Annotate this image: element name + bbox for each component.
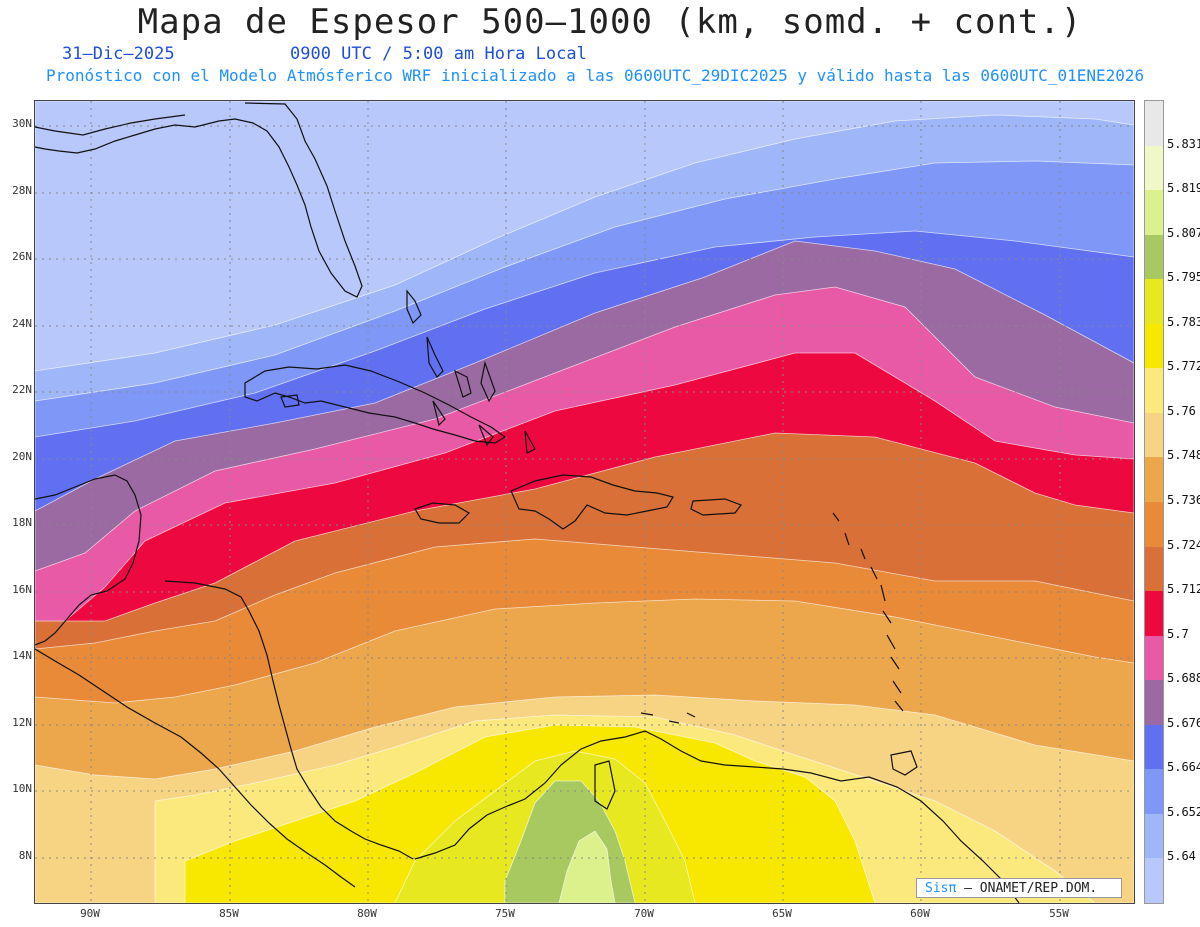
legend-bin [1145,858,1163,904]
coastlines [35,102,1020,903]
credit-box: Sisπ – ONAMET/REP.DOM. [916,878,1122,898]
legend-label: 5.736 [1167,493,1200,507]
lat-label-14N: 14N [12,649,32,662]
lat-label-16N: 16N [12,583,32,596]
legend-label: 5.676 [1167,715,1200,730]
legend-label: 5.807 [1167,225,1200,240]
legend-bin [1145,635,1163,681]
thickness-map [34,100,1135,904]
trinidad [890,750,918,776]
graticule [35,101,1134,903]
contour-band-5807_5819 [558,830,616,903]
map-canvas [35,101,1134,903]
legend-bin [1145,457,1163,503]
lon-label-85W: 85W [219,907,239,920]
lat-label-12N: 12N [12,716,32,729]
lesser-antilles [832,512,904,712]
lat-label-20N: 20N [12,450,32,463]
valid-date: 31–Dic–2025 [62,44,175,64]
jamaica-coast [414,502,470,524]
legend-label: 5.831 [1167,136,1200,151]
legend-bin [1145,546,1163,592]
legend-bin [1145,412,1163,458]
forecast-subtitle: Pronóstico con el Modelo Atmósferico WRF… [46,66,1145,85]
lon-label-65W: 65W [772,907,792,920]
legend-label: 5.652 [1167,804,1200,819]
legend-bin [1145,368,1163,414]
legend-bin [1145,145,1163,191]
lat-label-10N: 10N [12,782,32,795]
dutch-antilles [640,712,696,724]
bahamas [406,289,536,454]
legend-bin [1145,502,1163,548]
lon-label-80W: 80W [357,907,377,920]
lat-label-8N: 8N [18,849,32,862]
color-legend [1144,100,1164,904]
credit-brand: Sisπ [925,881,957,896]
legend-bin [1145,680,1163,726]
lat-label-22N: 22N [12,383,32,396]
lon-label-75W: 75W [495,907,515,920]
legend-label: 5.795 [1167,270,1200,285]
gulf-coast-2 [35,114,186,136]
legend-bin [1145,279,1163,325]
lon-label-55W: 55W [1049,907,1069,920]
legend-label: 5.76 [1167,403,1196,418]
valid-time: 0900 UTC / 5:00 am Hora Local [290,44,587,64]
lat-label-26N: 26N [12,250,32,263]
contour-bands [35,101,1134,903]
legend-bin [1145,591,1163,637]
legend-label: 5.783 [1167,314,1200,329]
legend-label: 5.724 [1167,537,1200,552]
lat-label-18N: 18N [12,516,32,529]
florida-coast [218,102,363,298]
map-title: Mapa de Espesor 500–1000 (km, somd. + co… [137,2,1083,42]
legend-label: 5.7 [1167,626,1189,641]
legend-bin [1145,234,1163,280]
gulf-coast [35,120,220,154]
lat-label-30N: 30N [12,117,32,130]
pacific-coast [35,648,356,888]
central-america-coast [164,580,414,860]
lon-label-90W: 90W [80,907,100,920]
lat-label-28N: 28N [12,184,32,197]
legend-label: 5.819 [1167,181,1200,196]
credit-text: – ONAMET/REP.DOM. [956,881,1098,896]
legend-label: 5.748 [1167,448,1200,463]
puerto-rico-coast [690,498,742,516]
legend-bin [1145,813,1163,859]
lake-maracaibo [594,760,616,810]
legend-bin [1145,101,1163,147]
legend-label: 5.712 [1167,582,1200,597]
south-america-coast [414,730,1020,903]
legend-label: 5.664 [1167,760,1200,775]
legend-label: 5.64 [1167,849,1196,864]
legend-label: 5.772 [1167,359,1200,374]
legend-bin [1145,769,1163,815]
isla-juventud [280,394,300,408]
yucatan-coast [35,474,142,646]
legend-bin [1145,724,1163,770]
cuba-coast [244,364,507,444]
lat-label-24N: 24N [12,317,32,330]
legend-bin [1145,190,1163,236]
legend-bin [1145,323,1163,369]
lon-label-60W: 60W [910,907,930,920]
hispaniola-coast [510,474,674,530]
legend-label: 5.688 [1167,671,1200,686]
lon-label-70W: 70W [634,907,654,920]
